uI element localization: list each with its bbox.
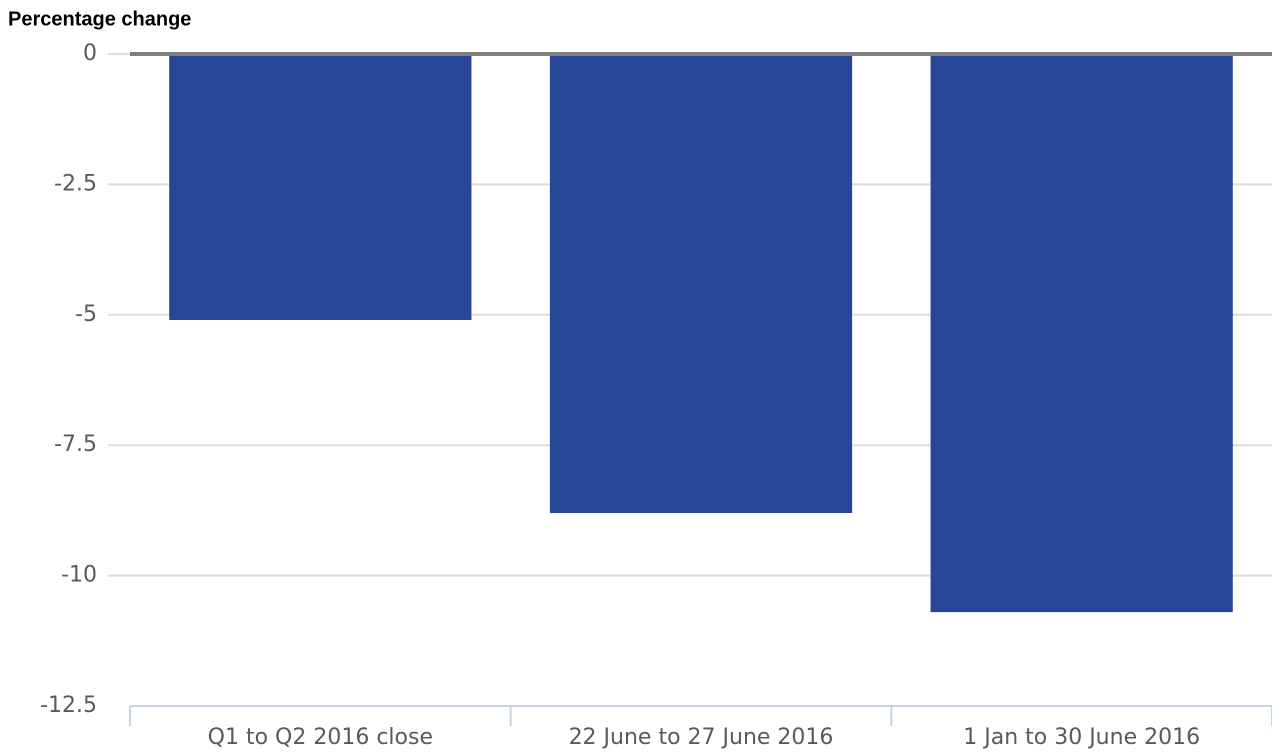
y-tick-label: -7.5 xyxy=(54,432,97,457)
x-tick-label: 22 June to 27 June 2016 xyxy=(569,725,834,750)
bar xyxy=(930,54,1233,613)
y-axis-label: Percentage change xyxy=(8,8,191,30)
y-tick-label: -10 xyxy=(61,563,97,588)
bar xyxy=(169,54,472,321)
y-tick-label: -12.5 xyxy=(40,693,97,718)
y-tick-label: 0 xyxy=(83,41,97,66)
bar xyxy=(549,54,853,514)
x-tick-label: 1 Jan to 30 June 2016 xyxy=(963,725,1200,750)
x-tick-label: Q1 to Q2 2016 close xyxy=(208,725,433,750)
y-tick-label: -5 xyxy=(75,302,97,327)
y-tick-label: -2.5 xyxy=(54,171,97,196)
